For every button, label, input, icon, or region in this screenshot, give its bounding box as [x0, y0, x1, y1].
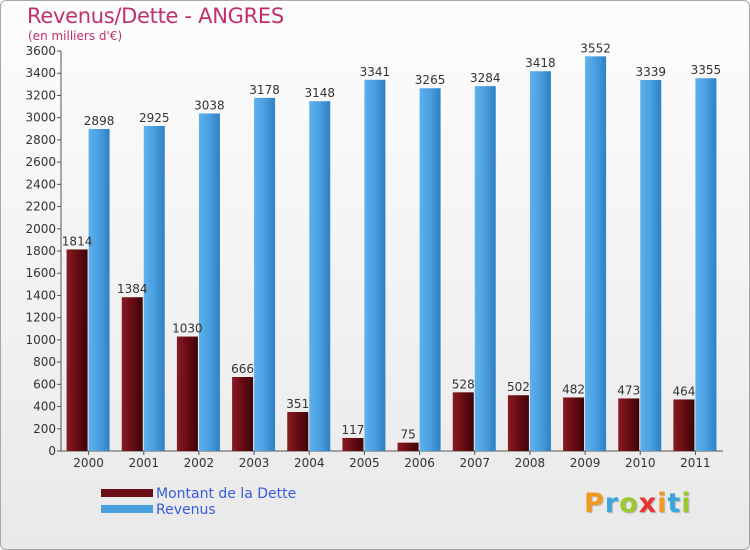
bar-debt	[176, 336, 198, 451]
data-label-debt: 1814	[62, 234, 93, 248]
bar-revenue	[419, 88, 441, 451]
bar-revenue	[364, 79, 386, 452]
chart-bars	[66, 56, 717, 452]
logo-letter: r	[604, 488, 620, 519]
logo-letter: i	[657, 488, 668, 519]
data-label-revenue: 3284	[470, 71, 501, 85]
y-tick-label: 200	[33, 422, 56, 436]
logo-letter: P	[584, 488, 605, 519]
y-tick-label: 3200	[25, 88, 56, 102]
x-tick-label: 2011	[680, 456, 711, 470]
bar-revenue	[695, 78, 717, 451]
legend-swatch-debt	[101, 489, 153, 497]
y-tick-label: 800	[33, 355, 56, 369]
y-tick-label: 2000	[25, 222, 56, 236]
bar-debt	[397, 442, 419, 451]
bar-revenue	[254, 97, 276, 451]
x-tick-label: 2000	[73, 456, 104, 470]
bar-debt	[232, 377, 254, 451]
data-label-debt: 666	[231, 362, 254, 376]
bar-debt	[618, 398, 640, 451]
bar-revenue	[640, 80, 662, 451]
data-label-debt: 473	[617, 383, 640, 397]
bar-revenue	[585, 56, 607, 451]
logo-letter: o	[619, 488, 639, 519]
data-label-revenue: 3038	[194, 98, 225, 112]
x-tick-label: 2008	[515, 456, 546, 470]
logo-letter: i	[681, 488, 692, 519]
legend-label-debt: Montant de la Dette	[156, 486, 297, 502]
bar-debt	[342, 438, 364, 451]
x-tick-label: 2003	[239, 456, 270, 470]
bar-revenue	[143, 126, 165, 451]
bar-chart: 0 200 400 600 800 1000 1200 1400 1600 1800 2000 220…	[25, 41, 723, 470]
y-tick-label: 3600	[25, 44, 56, 58]
data-label-debt: 351	[286, 397, 309, 411]
data-label-debt: 528	[452, 377, 475, 391]
data-label-debt: 1030	[172, 322, 203, 336]
x-tick-label: 2006	[404, 456, 435, 470]
legend-label-revenue: Revenus	[156, 502, 216, 518]
y-tick-label: 3400	[25, 66, 56, 80]
bar-debt	[287, 412, 309, 451]
proxiti-logo: Proxiti	[584, 488, 692, 519]
x-tick-label: 2002	[184, 456, 215, 470]
data-label-revenue: 2898	[84, 114, 115, 128]
data-label-revenue: 3265	[415, 73, 446, 87]
y-tick-label: 600	[33, 377, 56, 391]
data-label-revenue: 3339	[635, 65, 666, 79]
bar-revenue	[198, 113, 220, 451]
bar-debt	[507, 395, 529, 451]
data-label-debt: 464	[672, 384, 695, 398]
data-label-debt: 502	[507, 380, 530, 394]
data-label-revenue: 3178	[249, 83, 280, 97]
data-label-debt: 117	[341, 423, 364, 437]
legend-swatch-revenue	[101, 505, 153, 513]
y-tick-label: 1400	[25, 288, 56, 302]
data-label-revenue: 3418	[525, 56, 556, 70]
bar-debt	[673, 399, 695, 451]
bar-revenue	[88, 129, 110, 451]
y-tick-label: 3000	[25, 111, 56, 125]
bar-debt	[66, 249, 88, 451]
bar-revenue	[309, 101, 331, 451]
bar-debt	[563, 397, 585, 451]
data-label-debt: 75	[400, 428, 415, 442]
x-tick-label: 2010	[625, 456, 656, 470]
y-tick-label: 1600	[25, 266, 56, 280]
x-tick-label: 2007	[459, 456, 490, 470]
chart-data-labels: 1814 1384 1030 666 351 117 75 528 502 482 473 464 28…	[62, 41, 721, 441]
x-tick-label: 2004	[294, 456, 325, 470]
chart-axes: 0 200 400 600 800 1000 1200 1400 1600 1800 2000 220…	[25, 44, 723, 470]
bar-debt	[121, 297, 143, 451]
y-tick-label: 2200	[25, 200, 56, 214]
y-tick-label: 2400	[25, 177, 56, 191]
y-tick-label: 0	[48, 444, 56, 458]
data-label-debt: 482	[562, 382, 585, 396]
logo-letter: x	[638, 488, 658, 519]
y-tick-label: 1000	[25, 333, 56, 347]
data-label-revenue: 2925	[139, 111, 170, 125]
y-tick-label: 1200	[25, 311, 56, 325]
data-label-revenue: 3355	[691, 63, 722, 77]
y-tick-label: 2800	[25, 133, 56, 147]
logo-letter: t	[667, 488, 682, 519]
bar-debt	[452, 392, 474, 451]
data-label-debt: 1384	[117, 282, 148, 296]
data-label-revenue: 3148	[304, 86, 335, 100]
bar-revenue	[474, 86, 496, 451]
chart-title: Revenus/Dette - ANGRES	[27, 4, 284, 28]
bar-revenue	[529, 71, 551, 451]
y-tick-label: 1800	[25, 244, 56, 258]
x-tick-label: 2001	[128, 456, 159, 470]
chart-unit-subtitle: (en milliers d'€)	[28, 29, 123, 43]
y-tick-label: 400	[33, 400, 56, 414]
data-label-revenue: 3341	[360, 65, 391, 79]
x-tick-label: 2005	[349, 456, 380, 470]
y-tick-label: 2600	[25, 155, 56, 169]
x-tick-label: 2009	[570, 456, 601, 470]
data-label-revenue: 3552	[580, 41, 611, 55]
